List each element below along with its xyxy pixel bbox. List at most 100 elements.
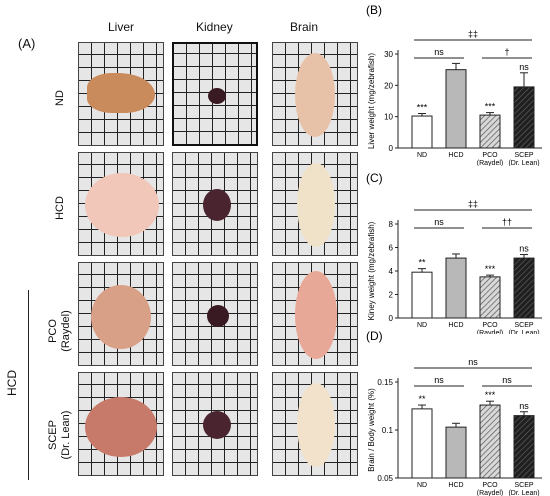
image-pco-liver [78,262,164,366]
x-tick-label: ND [417,482,427,489]
comparison-label: † [504,47,509,57]
image-pco-brain [272,262,358,366]
x-tick-label: ND [417,322,427,329]
x-tick-label: HCD [448,482,463,489]
comparison-label: ‡‡ [468,29,478,39]
x-tick-label: SCEP [514,152,533,159]
liver-tissue [85,397,157,457]
comparison-label: ‡‡ [468,199,478,209]
image-hcd-liver [78,152,164,256]
image-nd-brain [272,42,358,146]
image-hcd-brain [272,152,358,256]
x-tick-label: (Raydel) [477,330,503,334]
x-tick-label: HCD [448,322,463,329]
x-tick-label: (Dr. Lean) [508,330,539,334]
comparison-label: ns [434,47,444,57]
y-tick-label: 30 [384,50,393,59]
row-label-pco: PCO (Raydel) [47,310,72,352]
liver-tissue [87,73,155,113]
y-tick-label: 6 [389,244,394,253]
row-label-nd: ND [54,90,66,106]
y-tick-label: 0 [389,314,394,323]
brain-tissue [295,53,335,137]
significance-label: ns [519,244,529,254]
panel-label: (D) [366,329,383,343]
image-pco-kidney [172,262,258,366]
image-scep-liver [78,372,164,476]
group-label-hcd: HCD [5,370,19,396]
bar [411,408,433,479]
significance-label: *** [485,102,496,112]
group-bracket [28,290,29,480]
significance-label: ** [418,258,426,268]
y-tick-label: 4 [389,267,394,276]
y-axis-label: Brain / Body weight (%) [367,388,376,472]
significance-label: *** [485,390,496,400]
liver-tissue [85,173,159,237]
panel-label: (B) [366,3,382,17]
bar [445,257,467,319]
chart-liver-weight: (B) 0 10 20 30 Liver weight (mg/zebrafish) ***… [366,3,542,166]
kidney-tissue [203,411,231,439]
liver-tissue [91,285,151,349]
x-tick-label: PCO [482,482,498,489]
x-tick-label: (Dr. Lean) [508,490,539,496]
brain-tissue [297,383,335,467]
brain-tissue [297,163,335,247]
row-label-scep: SCEP (Dr. Lean) [47,410,72,460]
panel-a-label: (A) [18,36,36,51]
comparison-label: ns [434,375,444,385]
significance-label: *** [485,264,496,274]
y-tick-label: 0.1 [382,426,394,435]
kidney-tissue [203,189,231,221]
bar [445,426,467,479]
significance-label: *** [417,103,428,113]
bar [513,415,535,479]
column-header-liver: Liver [108,20,135,34]
column-header-brain: Brain [290,20,319,34]
chart-kidney-weight: (C) 0 2 4 6 8 Kiney weight (mg/zebrafish) ** ND H… [366,171,542,334]
column-header-kidney: Kidney [196,20,233,34]
bar [479,114,501,149]
x-tick-label: PCO [482,322,498,329]
y-tick-label: 0 [389,144,394,153]
significance-label: ns [519,62,529,72]
image-nd-kidney [172,42,258,146]
brain-tissue [295,271,337,359]
image-nd-liver [78,42,164,146]
y-axis-label: Kiney weight (mg/zebrafish) [367,221,376,320]
comparison-label: ns [502,375,512,385]
comparison-label: ns [468,357,478,367]
bar [513,257,535,319]
x-tick-label: PCO [482,152,498,159]
significance-label: ** [418,394,426,404]
y-tick-label: 20 [384,81,393,90]
image-scep-kidney [172,372,258,476]
y-tick-label: 8 [389,220,394,229]
comparison-label: †† [502,217,512,227]
kidney-tissue [208,88,226,104]
significance-label: ns [519,401,529,411]
x-tick-label: (Raydel) [477,490,503,496]
image-hcd-kidney [172,152,258,256]
panel-label: (C) [366,171,383,185]
x-tick-label: (Raydel) [477,160,503,166]
bar [411,115,433,149]
x-tick-label: ND [417,152,427,159]
comparison-label: ns [434,217,444,227]
y-tick-label: 0.05 [377,474,393,483]
bar [513,86,535,149]
x-tick-label: (Dr. Lean) [508,160,539,166]
x-tick-label: SCEP [514,482,533,489]
x-tick-label: SCEP [514,322,533,329]
bar [445,69,467,149]
y-axis-label: Liver weight (mg/zebrafish) [367,53,376,149]
kidney-tissue [207,305,229,327]
y-tick-label: 0.15 [377,378,393,387]
y-tick-label: 2 [389,291,394,300]
row-label-hcd: HCD [54,196,66,220]
x-tick-label: HCD [448,152,463,159]
bar [479,276,501,319]
bar [479,404,501,479]
